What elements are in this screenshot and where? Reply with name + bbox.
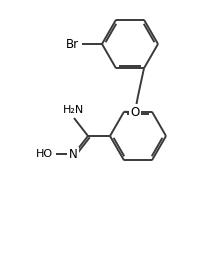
Text: N: N	[68, 149, 77, 162]
Text: Br: Br	[66, 38, 79, 51]
Text: H₂N: H₂N	[63, 105, 84, 115]
Text: O: O	[130, 105, 139, 119]
Text: HO: HO	[36, 149, 53, 159]
